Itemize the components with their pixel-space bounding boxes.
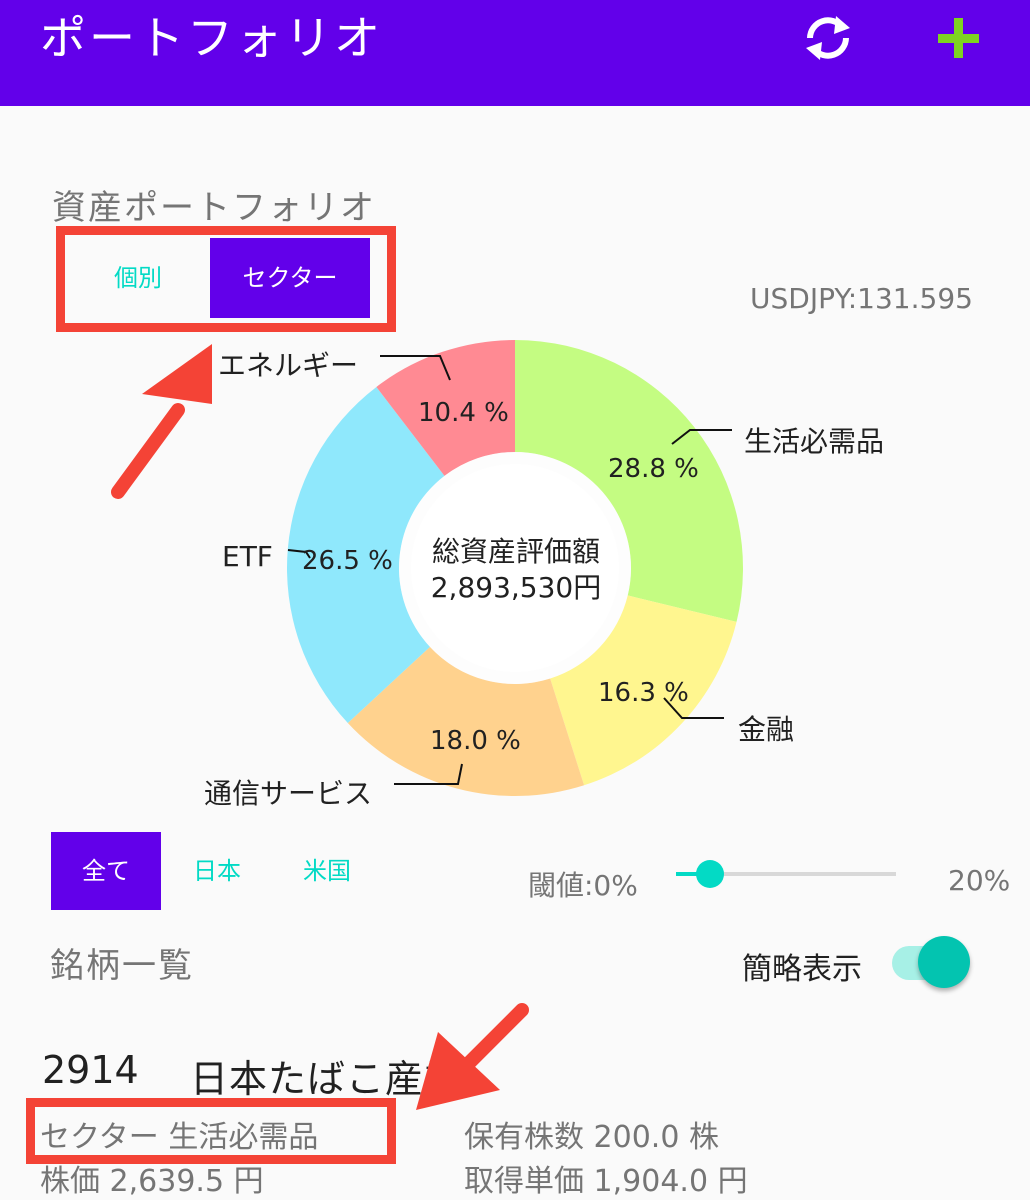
slice-percent-label: 26.5 % (302, 546, 393, 576)
filter-all[interactable]: 全て (51, 832, 161, 910)
slice-sector-label: 金融 (738, 713, 795, 746)
slice-sector-label: エネルギー (218, 349, 359, 382)
slice-percent-label: 10.4 % (418, 398, 509, 428)
slice-sector-label: 通信サービス (204, 777, 373, 810)
page-title: ポートフォリオ (40, 11, 383, 65)
arrow-up-icon (111, 403, 185, 499)
portfolio-donut-chart (286, 340, 743, 796)
slice-percent-label: 16.3 % (598, 678, 689, 708)
slice-sector-label: 生活必需品 (744, 425, 885, 458)
slice-percent-label: 28.8 % (608, 454, 699, 484)
compact-view-label: 簡略表示 (742, 952, 862, 987)
threshold-slider-track[interactable] (676, 872, 896, 876)
leader-line (380, 355, 451, 381)
threshold-label: 閾値:0% (528, 869, 638, 902)
portfolio-section-title: 資産ポートフォリオ (52, 188, 376, 228)
sector-highlight-box (26, 1098, 396, 1164)
donut-slice (347, 646, 585, 796)
stock-sector: セクター 生活必需品 (40, 1120, 319, 1155)
threshold-slider-fill (676, 872, 710, 876)
app-bar: ポートフォリオ (0, 0, 1030, 106)
stock-avg-cost: 取得単価 1,904.0 円 (464, 1164, 748, 1199)
slice-sector-label: ETF (222, 540, 273, 573)
total-assets-label: 総資産評価額 (431, 535, 600, 568)
filter-japan[interactable]: 日本 (193, 857, 241, 885)
threshold-slider-thumb[interactable] (696, 860, 724, 888)
stock-code: 2914 (42, 1048, 139, 1092)
usdjpy-rate: USDJPY:131.595 (750, 282, 973, 315)
total-assets-value: 2,893,530円 (430, 571, 602, 604)
plus-icon[interactable] (930, 12, 986, 64)
leader-line (394, 763, 463, 785)
arrow-up-head-icon (142, 344, 212, 404)
holdings-section-title: 銘柄一覧 (50, 946, 194, 986)
arrow-down-icon (457, 1003, 529, 1075)
stock-shares: 保有株数 200.0 株 (464, 1120, 719, 1155)
compact-view-toggle-thumb[interactable] (918, 936, 970, 988)
tab-individual[interactable]: 個別 (114, 264, 162, 292)
filter-us[interactable]: 米国 (303, 857, 351, 885)
slice-percent-label: 18.0 % (430, 726, 521, 756)
threshold-max-label: 20% (948, 864, 1011, 897)
tab-sector[interactable]: セクター (210, 238, 370, 318)
donut-svg (286, 340, 743, 796)
stock-name: 日本たばこ産業 (190, 1057, 464, 1101)
refresh-icon[interactable] (800, 12, 856, 64)
leader-line (671, 429, 732, 445)
